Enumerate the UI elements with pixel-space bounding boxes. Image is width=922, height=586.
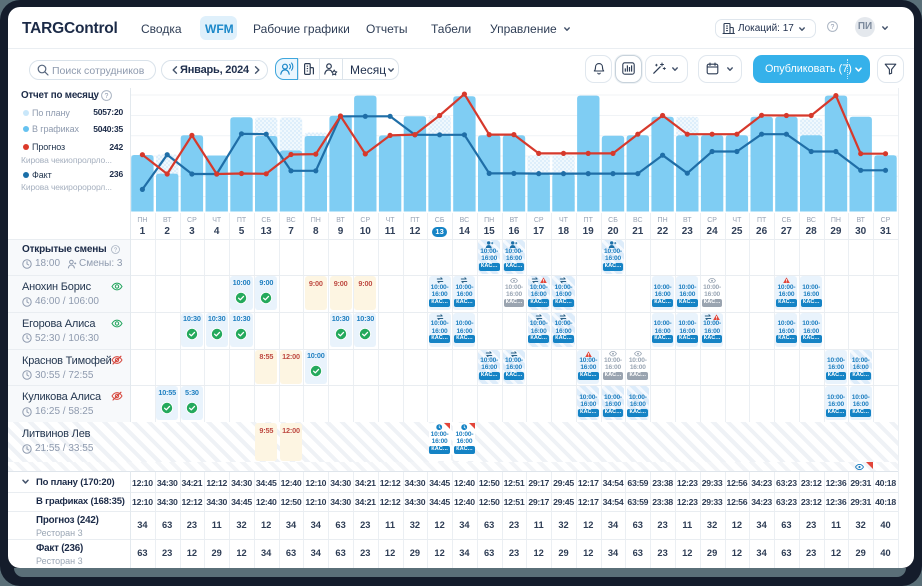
svg-text:?: ? (114, 247, 117, 253)
svg-text:?: ? (105, 93, 109, 100)
svg-text:?: ? (831, 24, 835, 31)
